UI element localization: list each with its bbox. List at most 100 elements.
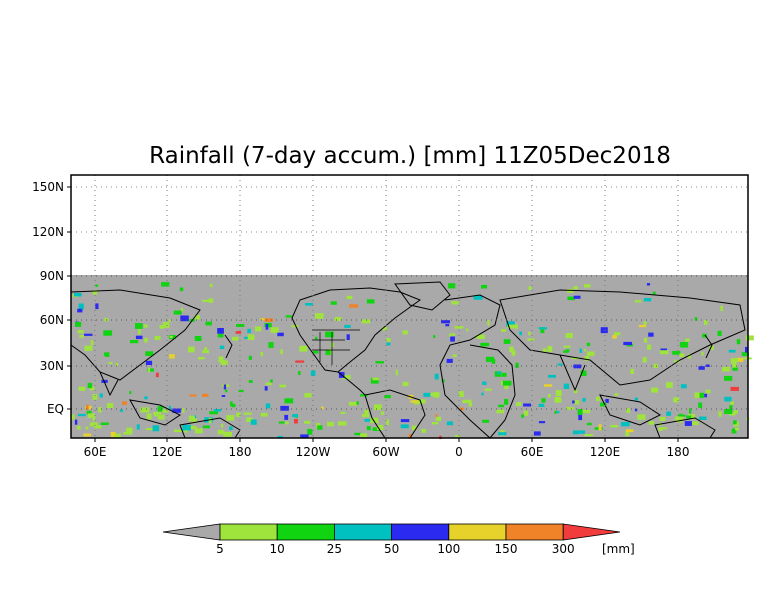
map-frame-border bbox=[70, 174, 749, 439]
rain-cell bbox=[264, 386, 268, 391]
rain-cell bbox=[481, 392, 484, 396]
rain-cell bbox=[277, 332, 284, 337]
rain-cell bbox=[572, 430, 579, 435]
rain-cell bbox=[577, 430, 585, 434]
rain-cell bbox=[448, 283, 456, 289]
rain-cell bbox=[280, 349, 283, 355]
coastline-segment bbox=[337, 371, 366, 396]
rain-cell bbox=[729, 411, 736, 416]
rain-cell bbox=[487, 319, 490, 326]
rain-cell bbox=[254, 326, 262, 332]
rain-cell bbox=[418, 399, 426, 404]
colorbar-label: 25 bbox=[327, 542, 342, 556]
rain-cell bbox=[364, 418, 373, 422]
rain-cell bbox=[250, 419, 257, 425]
rain-cell bbox=[202, 425, 210, 429]
rain-cell bbox=[370, 377, 379, 384]
rain-cell bbox=[95, 303, 99, 310]
rain-cell bbox=[449, 333, 452, 337]
rain-cell bbox=[580, 370, 587, 377]
rain-cell bbox=[189, 394, 197, 397]
rain-cell bbox=[408, 433, 412, 439]
rain-cell bbox=[246, 417, 253, 422]
rain-cell bbox=[481, 284, 488, 289]
lon-label: 180 bbox=[229, 445, 252, 459]
latitude-axis: 150N 120N 90N 60N 30N EQ bbox=[32, 180, 71, 416]
rain-cell bbox=[521, 414, 524, 418]
rain-cell bbox=[126, 427, 133, 434]
rain-cell bbox=[386, 338, 391, 342]
rain-cell bbox=[648, 332, 654, 337]
rain-cell bbox=[451, 301, 459, 305]
rain-cell bbox=[538, 403, 545, 407]
rain-cell bbox=[83, 433, 92, 437]
rain-cell bbox=[77, 413, 86, 417]
rain-cell bbox=[538, 421, 546, 424]
rain-cell bbox=[735, 357, 744, 362]
colorbar-bin-high bbox=[562, 523, 621, 541]
rain-cell bbox=[687, 354, 691, 359]
rain-cell bbox=[694, 317, 698, 321]
colorbar-bins bbox=[162, 523, 621, 541]
rain-cell bbox=[130, 340, 139, 344]
rain-cell bbox=[155, 372, 159, 378]
rain-cell bbox=[565, 407, 575, 410]
rain-cell bbox=[643, 321, 647, 325]
rain-cell bbox=[433, 335, 436, 338]
rain-cell bbox=[730, 358, 739, 363]
rain-cell bbox=[285, 315, 293, 318]
rain-cell bbox=[523, 410, 529, 416]
rain-cell bbox=[643, 337, 648, 343]
rain-cell bbox=[342, 375, 351, 380]
rain-cell bbox=[304, 393, 312, 398]
rain-cell bbox=[566, 288, 574, 293]
rain-cell bbox=[89, 422, 98, 427]
coastline-segment bbox=[654, 417, 716, 439]
rain-cell bbox=[346, 295, 353, 300]
rain-cell bbox=[501, 372, 507, 377]
rain-cell bbox=[554, 410, 557, 414]
rain-cell bbox=[647, 344, 652, 350]
rain-cell bbox=[195, 428, 203, 434]
rain-cell bbox=[147, 368, 154, 372]
rain-cell bbox=[679, 353, 685, 358]
rain-cell bbox=[292, 414, 298, 418]
rain-cell bbox=[584, 355, 590, 361]
rain-cell bbox=[718, 411, 722, 417]
rain-cell bbox=[168, 405, 171, 410]
rain-cell bbox=[729, 405, 733, 411]
rain-cell bbox=[445, 324, 450, 327]
rain-cell bbox=[466, 328, 469, 332]
rain-cell bbox=[79, 335, 84, 338]
colorbar-label: 10 bbox=[270, 542, 285, 556]
rain-cell bbox=[157, 414, 165, 420]
rain-cell bbox=[574, 400, 580, 405]
rain-cell bbox=[135, 335, 143, 340]
rain-cell bbox=[94, 425, 102, 429]
rain-cell bbox=[87, 413, 96, 418]
rain-cell bbox=[674, 416, 681, 421]
coastline-segment bbox=[394, 281, 451, 311]
rain-cell bbox=[563, 345, 571, 348]
rain-cell bbox=[634, 300, 642, 303]
rain-cell bbox=[375, 361, 384, 364]
rain-cell bbox=[587, 351, 595, 356]
rain-cell bbox=[516, 402, 522, 406]
rain-cell bbox=[386, 419, 389, 426]
rain-cell bbox=[373, 404, 382, 411]
rain-cell bbox=[224, 389, 228, 393]
rain-cell bbox=[638, 325, 647, 328]
rain-cell bbox=[704, 393, 707, 398]
rain-cell bbox=[528, 286, 532, 291]
rain-cell bbox=[402, 381, 409, 387]
rain-cell bbox=[147, 367, 151, 373]
rain-cell bbox=[582, 409, 591, 414]
rain-cell bbox=[557, 363, 563, 366]
rain-cell bbox=[724, 396, 732, 402]
rain-cell bbox=[244, 336, 250, 339]
rain-cell bbox=[248, 380, 253, 383]
rain-cell bbox=[184, 429, 188, 433]
rain-cell bbox=[484, 388, 492, 391]
rain-cell bbox=[129, 391, 132, 395]
rain-cell bbox=[74, 419, 78, 425]
